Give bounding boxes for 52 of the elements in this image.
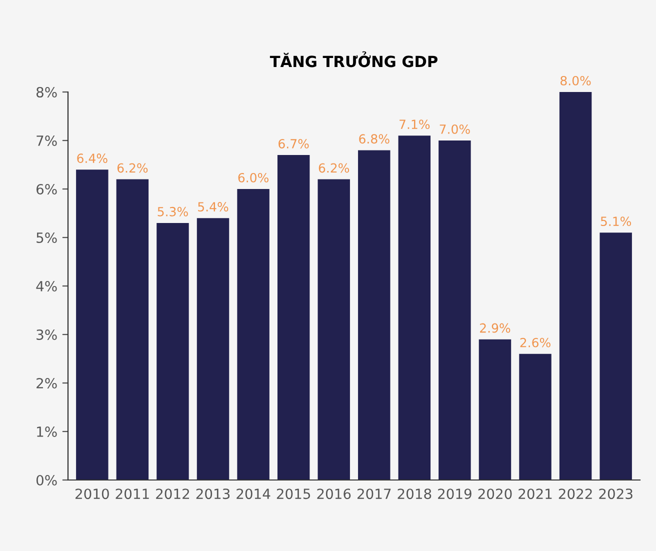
chart-title: TĂNG TRƯỞNG GDP	[270, 51, 438, 68]
bar	[398, 136, 431, 480]
data-label: 8.0%	[560, 76, 591, 86]
bar	[478, 339, 512, 480]
y-tick-label: 5%	[36, 232, 57, 243]
bar	[519, 354, 552, 480]
data-label: 5.1%	[600, 216, 632, 226]
y-tick-label: 8%	[36, 86, 57, 98]
bar	[156, 222, 189, 480]
x-tick-label: 2010	[76, 488, 109, 500]
bar	[76, 170, 108, 480]
data-label: 6.0%	[238, 172, 268, 182]
bar	[116, 179, 149, 480]
x-tick-label: 2013	[196, 488, 230, 500]
x-tick-label: 2015	[276, 488, 310, 500]
data-label: 2.6%	[520, 338, 550, 348]
y-tick-label: 4%	[36, 280, 57, 292]
bar	[559, 92, 592, 480]
y-tick-label: 1%	[37, 426, 57, 437]
data-label: 6.8%	[359, 134, 390, 144]
bar	[237, 189, 270, 480]
x-tick-label: 2019	[438, 488, 472, 500]
bar	[196, 218, 230, 480]
x-tick-label: 2011	[116, 488, 149, 500]
data-label: 6.2%	[318, 163, 350, 173]
y-tick-label: 6%	[36, 184, 57, 194]
data-label: 6.2%	[117, 163, 148, 173]
y-tick-label: 0%	[36, 474, 57, 486]
bar	[438, 140, 471, 480]
x-tick-label: 2023	[599, 488, 632, 500]
data-label: 7.1%	[400, 120, 430, 130]
x-tick-label: 2012	[156, 488, 190, 500]
data-label: 6.4%	[77, 154, 108, 164]
data-label: 5.4%	[198, 202, 228, 212]
data-label: 5.3%	[158, 206, 188, 216]
x-tick-label: 2021	[518, 488, 552, 500]
data-label: 6.7%	[278, 139, 309, 148]
x-tick-label: 2022	[558, 488, 592, 500]
bar	[277, 155, 310, 480]
y-tick-label: 3%	[36, 329, 57, 340]
bar	[318, 179, 350, 480]
data-label: 7.0%	[440, 124, 470, 134]
bar	[358, 150, 390, 480]
x-tick-label: 2020	[478, 488, 512, 500]
x-tick-label: 2014	[236, 488, 270, 500]
x-tick-label: 2018	[398, 488, 432, 500]
data-label: 2.9%	[480, 323, 510, 333]
y-tick-label: 7%	[36, 135, 57, 146]
x-tick-label: 2016	[317, 488, 351, 500]
y-tick-label: 2%	[36, 378, 57, 388]
bar	[600, 232, 632, 480]
x-tick-label: 2017	[357, 488, 391, 500]
